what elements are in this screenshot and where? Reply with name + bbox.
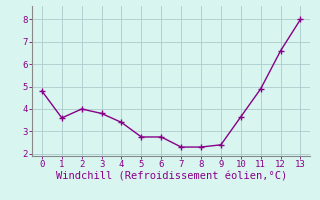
X-axis label: Windchill (Refroidissement éolien,°C): Windchill (Refroidissement éolien,°C)	[56, 172, 287, 182]
